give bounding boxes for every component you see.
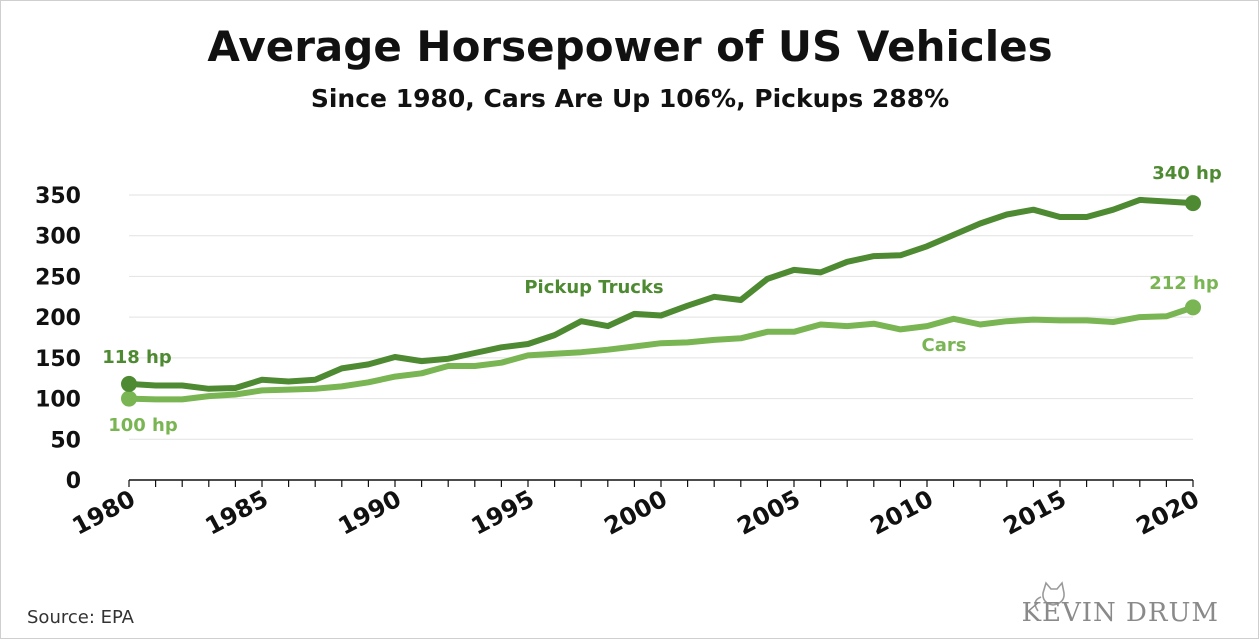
end-value-label-1: 212 hp <box>1149 273 1219 294</box>
source-note: Source: EPA <box>27 607 135 628</box>
start-value-label-1: 100 hp <box>108 415 178 436</box>
grid-layer <box>129 194 1193 440</box>
y-tick-label: 0 <box>66 469 81 494</box>
x-tick-label: 2010 <box>866 485 938 541</box>
start-value-label-0: 118 hp <box>102 347 172 368</box>
y-tick-label: 200 <box>35 306 81 331</box>
brand-name: KEVIN DRUM <box>1022 598 1219 628</box>
y-tick-label: 100 <box>35 388 81 413</box>
series-start-point-1 <box>121 390 137 407</box>
series-label-pickup-trucks: Pickup Trucks <box>524 277 663 298</box>
x-tick-label: 1990 <box>334 485 406 541</box>
series-line-1 <box>126 304 1196 403</box>
y-tick-label: 350 <box>35 184 81 209</box>
x-axis: 1980 1985 1990 1995 2000 2005 2010 2015 2020 <box>68 479 1204 541</box>
chart-title: Average Horsepower of US Vehicles <box>207 22 1052 71</box>
series-label-cars: Cars <box>922 335 967 356</box>
y-tick-label: 300 <box>35 225 81 250</box>
label-layer: Pickup Trucks Cars 118 hp 100 hp 340 hp 212 h… <box>102 163 1222 436</box>
x-tick-label: 2015 <box>999 485 1071 541</box>
series-start-point-0 <box>121 375 137 392</box>
y-tick-label: 50 <box>50 428 81 453</box>
x-tick-label: 2005 <box>733 485 805 541</box>
y-tick-label: 250 <box>35 265 81 290</box>
y-axis: 0 50 100 150 200 250 300 350 <box>35 184 81 494</box>
x-tick-label: 2020 <box>1132 485 1204 541</box>
cat-icon <box>1034 581 1065 612</box>
series-layer <box>121 195 1201 407</box>
brand-logo: KEVIN DRUM <box>1022 581 1219 628</box>
x-tick-label: 2000 <box>600 485 672 541</box>
series-line-0 <box>126 196 1196 392</box>
series-end-point-1 <box>1185 299 1201 316</box>
series-end-point-0 <box>1185 195 1201 212</box>
end-value-label-0: 340 hp <box>1152 163 1222 184</box>
x-tick-label: 1985 <box>201 485 273 541</box>
x-tick-label: 1995 <box>467 485 539 541</box>
y-tick-label: 150 <box>35 347 81 372</box>
chart-subtitle: Since 1980, Cars Are Up 106%, Pickups 28… <box>311 84 949 113</box>
